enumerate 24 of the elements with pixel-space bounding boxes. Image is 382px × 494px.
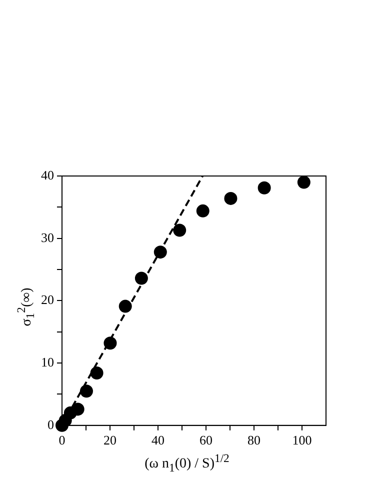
- point: [90, 366, 104, 380]
- x-tick-label: 0: [58, 432, 66, 448]
- point: [297, 176, 310, 189]
- point: [134, 272, 148, 285]
- point: [118, 300, 132, 313]
- y-tick-label: 10: [41, 354, 54, 370]
- point: [104, 336, 117, 350]
- point: [71, 402, 84, 416]
- x-tick-label: 20: [104, 432, 116, 448]
- x-tick-label: 80: [248, 432, 260, 448]
- point: [224, 192, 238, 205]
- point: [80, 384, 93, 398]
- y-tick-label: 40: [41, 167, 54, 182]
- x-tick-label: 100: [292, 432, 312, 448]
- x-tick-label: 60: [200, 432, 212, 448]
- point: [154, 246, 167, 259]
- x-tick-label: 40: [152, 432, 164, 448]
- y-tick-label: 20: [41, 292, 54, 308]
- x-axis-title: (ω n$_{1}$(0) / S)$^{1/2}$: [144, 452, 230, 474]
- point: [173, 224, 186, 237]
- point: [258, 181, 271, 194]
- y-tick-label: 0: [48, 416, 54, 432]
- y-tick-label: 30: [41, 230, 54, 245]
- point: [196, 204, 210, 218]
